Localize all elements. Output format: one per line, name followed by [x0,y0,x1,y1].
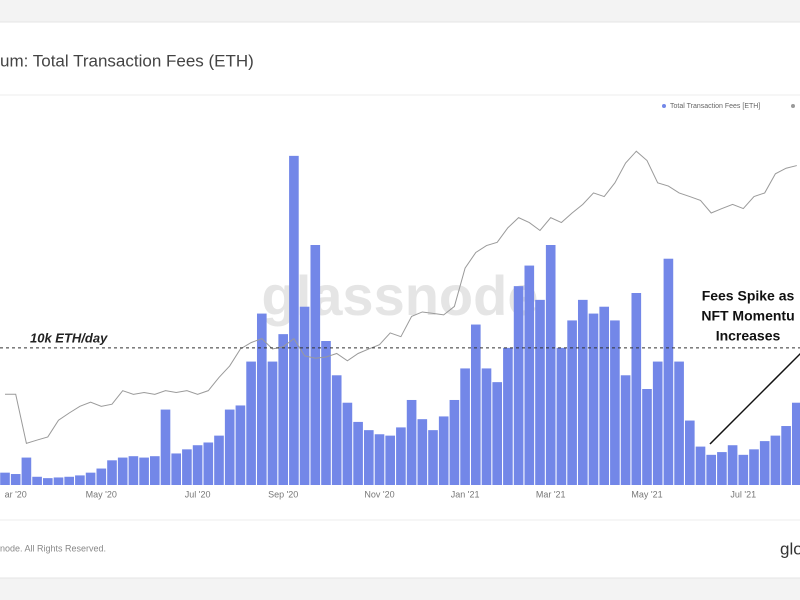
bar [438,416,449,485]
bar [246,361,256,485]
bar [149,456,160,485]
legend-label: Total Transaction Fees [ETH] [670,103,760,110]
bar [363,430,374,485]
bar [107,460,117,485]
bar [674,361,684,485]
bar [160,409,171,485]
bar [460,368,470,485]
annotation-text: Fees Spike as [702,288,795,304]
chart-title: um: Total Transaction Fees (ETH) [0,51,254,70]
bar [781,426,791,485]
bar [396,427,406,485]
bar [256,313,267,485]
bar [214,435,224,485]
bar [567,320,577,485]
x-tick-label: Nov '20 [364,489,394,499]
bar [42,478,53,485]
x-tick-label: Jul '21 [730,489,756,499]
bar [428,430,438,485]
bar [321,341,331,485]
x-tick-label: May '20 [86,489,117,499]
bar [289,155,299,485]
legend-swatch [791,104,795,108]
bar [599,306,610,485]
bar [235,405,246,485]
bar [128,456,139,485]
bar [417,419,428,485]
bar [642,389,652,485]
bar [717,452,727,485]
bar [759,441,770,485]
bar [299,306,310,485]
x-tick-label: Mar '21 [536,489,566,499]
bar [10,474,21,485]
x-tick-label: May '21 [631,489,662,499]
threshold-label: 10k ETH/day [30,330,108,345]
bar [278,334,289,485]
bar [192,445,203,485]
legend-swatch [662,104,666,108]
bar [727,445,738,485]
bar [21,457,32,485]
bar [96,468,107,485]
bar [267,361,278,485]
bar [577,299,588,485]
bar [449,399,460,485]
bar [374,434,385,485]
bar [342,402,353,485]
bar [545,245,556,485]
bar [64,476,75,485]
bar [620,375,631,485]
bar [139,457,149,485]
x-tick-label: Sep '20 [268,489,298,499]
bar [224,409,235,485]
bar [310,245,321,485]
price-line [5,150,797,444]
annotation-text: NFT Momentu [701,308,794,324]
bar [652,361,663,485]
bar [182,449,192,485]
bar [588,313,599,485]
bar [663,258,674,485]
bar [749,449,759,485]
bar [117,457,128,485]
bar [85,472,96,485]
x-tick-label: ar '20 [5,489,27,499]
bar [171,453,182,485]
footer-text: node. All Rights Reserved. [0,543,106,553]
bar [353,421,363,485]
bar [203,442,214,485]
bar [684,420,695,485]
bar [770,435,781,485]
logo: glo [780,539,800,558]
bar [738,454,749,485]
annotation-arrow [709,352,800,445]
bar [524,265,535,485]
bar [0,472,10,485]
bar [331,375,342,485]
bar [470,324,481,485]
bar [406,399,417,485]
bar [385,435,396,485]
bar [492,382,503,485]
bar [513,286,524,485]
bar [631,293,642,485]
bar [75,475,85,485]
annotation-text: Increases [716,328,781,344]
bar [610,320,620,485]
bar [791,402,800,485]
bar [53,477,64,485]
bar [706,454,717,485]
x-tick-label: Jul '20 [185,489,211,499]
bar [481,368,492,485]
bar [535,299,545,485]
x-tick-label: Jan '21 [451,489,480,499]
bar [503,347,513,485]
bar [556,347,567,485]
bar [32,476,42,485]
bar [695,446,706,485]
